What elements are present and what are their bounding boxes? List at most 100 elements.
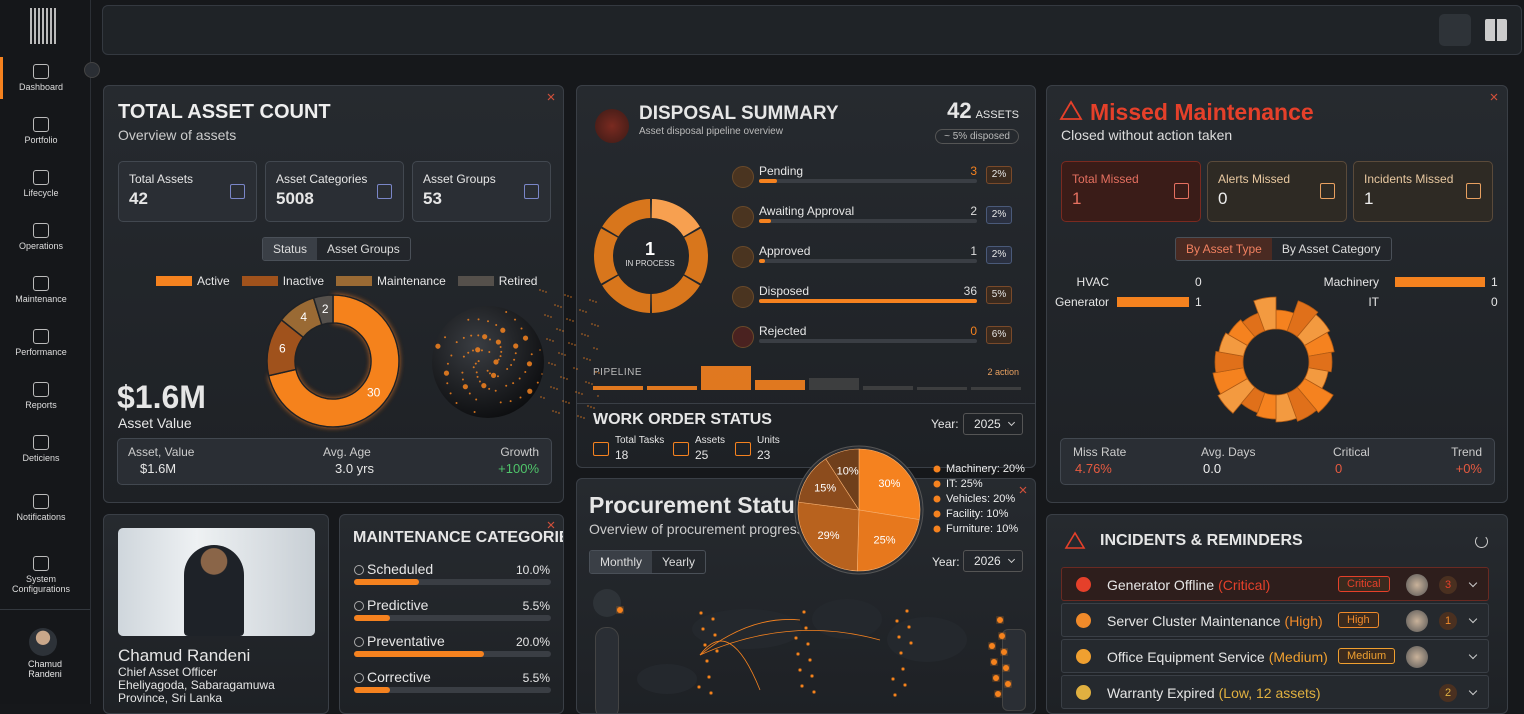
legend-item: Active — [156, 274, 230, 288]
card-label: Asset Groups — [423, 172, 496, 186]
incident-level: (Critical) — [1218, 577, 1271, 593]
particle — [568, 342, 570, 344]
chevron — [1468, 578, 1478, 588]
card-icon — [1174, 183, 1189, 199]
row-pct: 6% — [986, 326, 1012, 344]
nav-label[interactable]: Reports — [25, 400, 57, 410]
tab[interactable]: Status — [263, 238, 318, 260]
bar-label: Generator — [1054, 295, 1109, 309]
user-avatar — [29, 628, 57, 656]
refresh-button[interactable] — [1475, 535, 1488, 548]
legend-item: Retired — [457, 274, 537, 288]
incident-row[interactable]: Generator Offline (Critical) Critical 3 — [1061, 567, 1489, 601]
incident-row[interactable]: Server Cluster Maintenance (High) High 1 — [1061, 603, 1489, 637]
card-icon — [377, 184, 392, 199]
nav-label[interactable]: Performance — [15, 347, 67, 357]
theme-button[interactable] — [1439, 14, 1471, 46]
level-icon — [1076, 613, 1091, 628]
incident-text: Server Cluster Maintenance (High) — [1107, 613, 1323, 629]
item-icon — [354, 637, 364, 647]
particle — [570, 296, 572, 298]
map-landmass — [812, 599, 882, 639]
panel-title: Procurement Status — [589, 492, 808, 518]
stats-bar: Asset, Value $1.6M Avg. Age 3.0 yrs Growth +1… — [117, 438, 552, 485]
incident-row[interactable]: Office Equipment Service (Medium) Medium — [1061, 639, 1489, 673]
level-icon — [1076, 685, 1091, 700]
row-pct: 2% — [986, 246, 1012, 264]
stat-value: 0 — [1335, 461, 1343, 476]
stat-label: Miss Rate — [1073, 445, 1127, 459]
legend-item: Inactive — [241, 274, 324, 288]
nav-label[interactable]: Notifications — [16, 512, 66, 522]
incident-row[interactable]: Warranty Expired (Low, 12 assets) 2 — [1061, 675, 1489, 709]
stat-label: Asset, Value — [128, 445, 195, 459]
item-icon — [354, 565, 364, 575]
tab[interactable]: By Asset Type — [1176, 238, 1272, 260]
tab[interactable]: Monthly — [590, 551, 653, 573]
legend-swatch — [156, 276, 192, 286]
item-icon — [354, 673, 364, 683]
card-label: Total Assets — [129, 172, 194, 186]
particle — [566, 378, 568, 380]
search-button[interactable] — [593, 589, 621, 617]
stat-value: 18 — [615, 448, 629, 462]
particle — [572, 320, 574, 322]
zoom-control[interactable] — [595, 627, 619, 713]
apps-button[interactable] — [1485, 19, 1507, 41]
particle — [571, 343, 573, 345]
stat-label: Total Tasks — [615, 435, 665, 446]
legend-swatch — [336, 276, 373, 286]
sidebar: Dashboard Portfolio Lifecycle Operations Mai… — [0, 0, 100, 704]
card-label: Asset Categories — [276, 172, 368, 186]
row-label: Awaiting Approval — [759, 204, 855, 218]
stats-bar: Miss Rate 4.76% Avg. Days 0.0 Critical 0 Trend… — [1060, 438, 1495, 485]
big-value: $1.6M — [117, 379, 206, 415]
stat-card: Asset Groups 53 — [412, 161, 551, 222]
pipeline-step — [971, 387, 1021, 390]
bar-track — [354, 615, 551, 621]
item-label: Preventative — [367, 633, 445, 649]
bar — [1395, 277, 1485, 287]
pipeline-label: PIPELINE — [593, 367, 643, 378]
incident-name: Server Cluster Maintenance — [1107, 613, 1281, 629]
legend-label: Maintenance — [377, 274, 446, 288]
nav-label[interactable]: Lifecycle — [23, 188, 59, 198]
nav-label[interactable]: System Configurations — [11, 574, 71, 594]
item-value: 5.5% — [522, 599, 550, 613]
card-icon — [524, 184, 539, 199]
level-badge: Medium — [1338, 648, 1396, 664]
nav-icon — [33, 64, 49, 79]
nav-label[interactable]: Deticiens — [22, 453, 60, 463]
procurement-panel: Procurement Status Overview of procuremen… — [576, 478, 1036, 714]
card-icon — [1320, 183, 1335, 199]
stat-label: Units — [757, 435, 780, 446]
card-value: 53 — [423, 189, 442, 208]
nav-label[interactable]: Maintenance — [15, 294, 67, 304]
profile-location: Eheliyagoda, Sabaragamuwa Province, Sri … — [118, 678, 275, 705]
stat-label: Critical — [1333, 445, 1370, 459]
card-value: 0 — [1218, 189, 1228, 208]
particle — [564, 294, 566, 296]
incident-text: Generator Offline (Critical) — [1107, 577, 1270, 593]
incidents-panel: INCIDENTS & REMINDERS Generator Offline (C… — [1046, 514, 1508, 714]
stat-value: 23 — [757, 448, 771, 462]
nav-label[interactable]: Operations — [18, 241, 64, 251]
bar-value: 0 — [1491, 295, 1498, 309]
nav-label[interactable]: Dashboard — [18, 82, 64, 92]
stat-label: Avg. Age — [323, 445, 371, 459]
bar-track — [354, 687, 551, 693]
card-label: Incidents Missed — [1364, 172, 1454, 186]
tab[interactable]: By Asset Category — [1281, 242, 1381, 256]
assignee-avatar — [1406, 646, 1428, 668]
profile-figure — [184, 545, 244, 636]
item-label: Corrective — [367, 669, 431, 685]
panel-title: Missed Maintenance — [1090, 99, 1314, 125]
year-label: Year: — [931, 417, 959, 431]
nav-label[interactable]: Portfolio — [24, 135, 58, 145]
bar-label: Machinery — [1323, 275, 1379, 289]
level-icon — [1076, 649, 1091, 664]
disposal-panel: DISPOSAL SUMMARY Asset disposal pipeline … — [576, 85, 1036, 468]
bar-track — [354, 579, 551, 585]
tab[interactable]: Yearly — [662, 555, 695, 569]
tab[interactable]: Asset Groups — [327, 242, 400, 256]
